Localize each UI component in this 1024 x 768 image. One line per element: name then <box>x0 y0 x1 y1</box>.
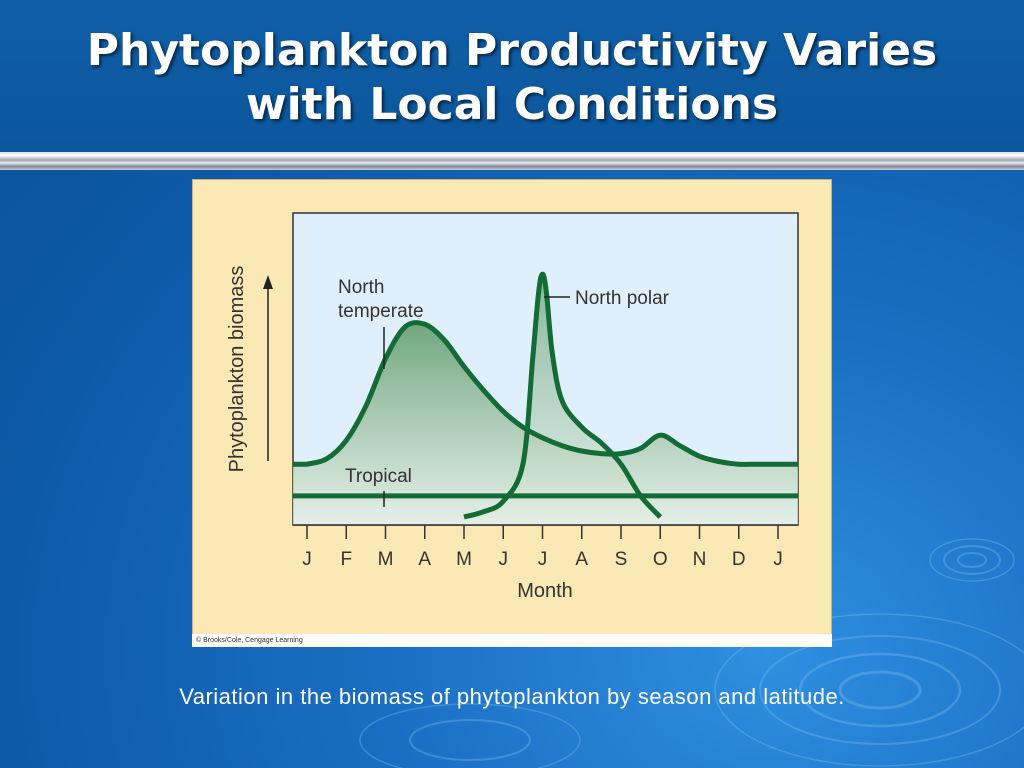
x-tick-label: J <box>302 549 312 570</box>
series-line-north-polar <box>463 271 663 520</box>
biomass-chart: J F M A M J J A S O N D J Month Phytoplankton biomas… <box>226 212 799 602</box>
series-line-north-temperate <box>293 320 798 467</box>
x-tick-label: O <box>653 549 668 570</box>
x-tick-label: F <box>340 549 352 570</box>
x-tick-label: A <box>418 549 431 570</box>
x-tick-label: J <box>499 549 509 570</box>
y-axis-label: Phytoplankton biomass <box>226 266 248 473</box>
title-line-2: with Local Conditions <box>245 79 779 130</box>
x-axis-label: Month <box>517 580 573 602</box>
title-line-1: Phytoplankton Productivity Varies <box>86 25 938 76</box>
label-tropical: Tropical <box>345 466 412 487</box>
area-fill-north-polar <box>464 274 661 525</box>
slide-caption: Variation in the biomass of phytoplankto… <box>179 684 845 709</box>
y-axis-arrow <box>263 275 273 461</box>
label-north-polar: North polar <box>575 288 670 309</box>
x-tick-label: N <box>693 549 707 570</box>
annotation-tropical: Tropical <box>345 466 412 507</box>
label-north-temperate-line1: North <box>338 277 384 298</box>
area-fill-north-temperate <box>293 322 798 525</box>
x-tick-label: M <box>378 549 394 570</box>
label-north-temperate-line2: temperate <box>338 301 424 322</box>
x-tick-label: A <box>575 549 588 570</box>
annotation-north-polar: North polar <box>544 288 670 309</box>
header-divider <box>0 152 1024 170</box>
x-tick-label: J <box>773 549 783 570</box>
title-bar <box>0 0 1024 152</box>
x-tick-label: D <box>732 549 746 570</box>
credit-line: © Brooks/Cole, Cengage Learning <box>192 634 832 647</box>
slide-title: Phytoplankton Productivity Varies with L… <box>0 24 1024 132</box>
annotation-north-temperate: North temperate <box>338 277 424 369</box>
x-tick-label: J <box>538 549 548 570</box>
x-tick-label: M <box>456 549 472 570</box>
x-tick-label: S <box>615 549 628 570</box>
